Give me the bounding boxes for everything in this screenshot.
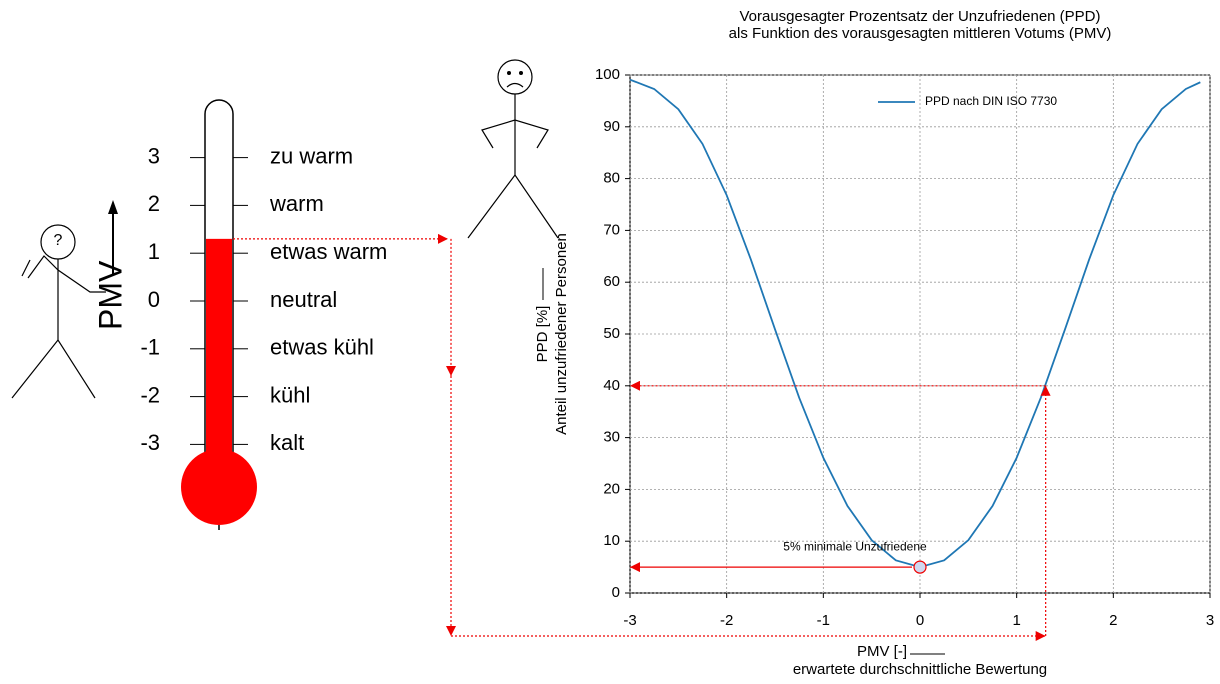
thermometer-label: kühl bbox=[270, 382, 310, 407]
y-tick-label: 40 bbox=[603, 377, 620, 394]
y-tick-label: 30 bbox=[603, 429, 620, 446]
question-mark: ? bbox=[54, 232, 63, 249]
thermometer-fill bbox=[206, 238, 232, 480]
legend-label: PPD nach DIN ISO 7730 bbox=[925, 94, 1057, 108]
thermometer-tick-label: -2 bbox=[140, 382, 160, 407]
x-tick-label: -1 bbox=[817, 612, 830, 629]
thermometer-label: etwas kühl bbox=[270, 335, 374, 360]
thermometer-bulb bbox=[181, 449, 257, 525]
thermometer-tick-label: -3 bbox=[140, 430, 160, 455]
y-tick-label: 60 bbox=[603, 273, 620, 290]
thermometer-label: warm bbox=[269, 191, 324, 216]
x-axis-label: erwartete durchschnittliche Bewertung bbox=[793, 661, 1047, 678]
y-axis-label: PPD [%] bbox=[534, 306, 551, 363]
data-line bbox=[629, 78, 1201, 569]
pmv-axis-label: PMV bbox=[92, 260, 128, 330]
chart-title: als Funktion des vorausgesagten mittlere… bbox=[729, 25, 1112, 42]
thermometer-tick-label: -1 bbox=[140, 335, 160, 360]
y-tick-label: 70 bbox=[603, 221, 620, 238]
thermometer-tick-label: 1 bbox=[148, 239, 160, 264]
x-axis-label: PMV [-] bbox=[857, 643, 907, 660]
y-tick-label: 20 bbox=[603, 480, 620, 497]
person-figure bbox=[11, 224, 106, 399]
y-tick-label: 100 bbox=[595, 66, 620, 83]
x-tick-label: -2 bbox=[720, 612, 733, 629]
thermometer-label: etwas warm bbox=[270, 239, 387, 264]
thermometer-label: neutral bbox=[270, 287, 337, 312]
y-tick-label: 10 bbox=[603, 532, 620, 549]
minimum-label: 5% minimale Unzufriedene bbox=[783, 539, 927, 553]
person-figure-sad bbox=[467, 59, 559, 239]
x-tick-label: -3 bbox=[623, 612, 636, 629]
axis-arrowhead bbox=[108, 200, 118, 214]
x-tick-label: 3 bbox=[1206, 612, 1214, 629]
x-tick-label: 2 bbox=[1109, 612, 1117, 629]
thermometer-tick-label: 3 bbox=[148, 143, 160, 168]
y-tick-label: 50 bbox=[603, 325, 620, 342]
x-tick-label: 1 bbox=[1012, 612, 1020, 629]
y-tick-label: 80 bbox=[603, 170, 620, 187]
y-axis-label: Anteil unzufriedener Personen bbox=[553, 233, 570, 435]
thermometer-label: kalt bbox=[270, 430, 304, 455]
thermometer-tick-label: 0 bbox=[148, 287, 160, 312]
chart-title: Vorausgesagter Prozentsatz der Unzufried… bbox=[739, 8, 1100, 25]
y-tick-label: 0 bbox=[612, 584, 620, 601]
thermometer-tick-label: 2 bbox=[148, 191, 160, 216]
minimum-point bbox=[913, 560, 927, 574]
thermometer-label: zu warm bbox=[270, 143, 353, 168]
x-tick-label: 0 bbox=[916, 612, 924, 629]
y-tick-label: 90 bbox=[603, 118, 620, 135]
